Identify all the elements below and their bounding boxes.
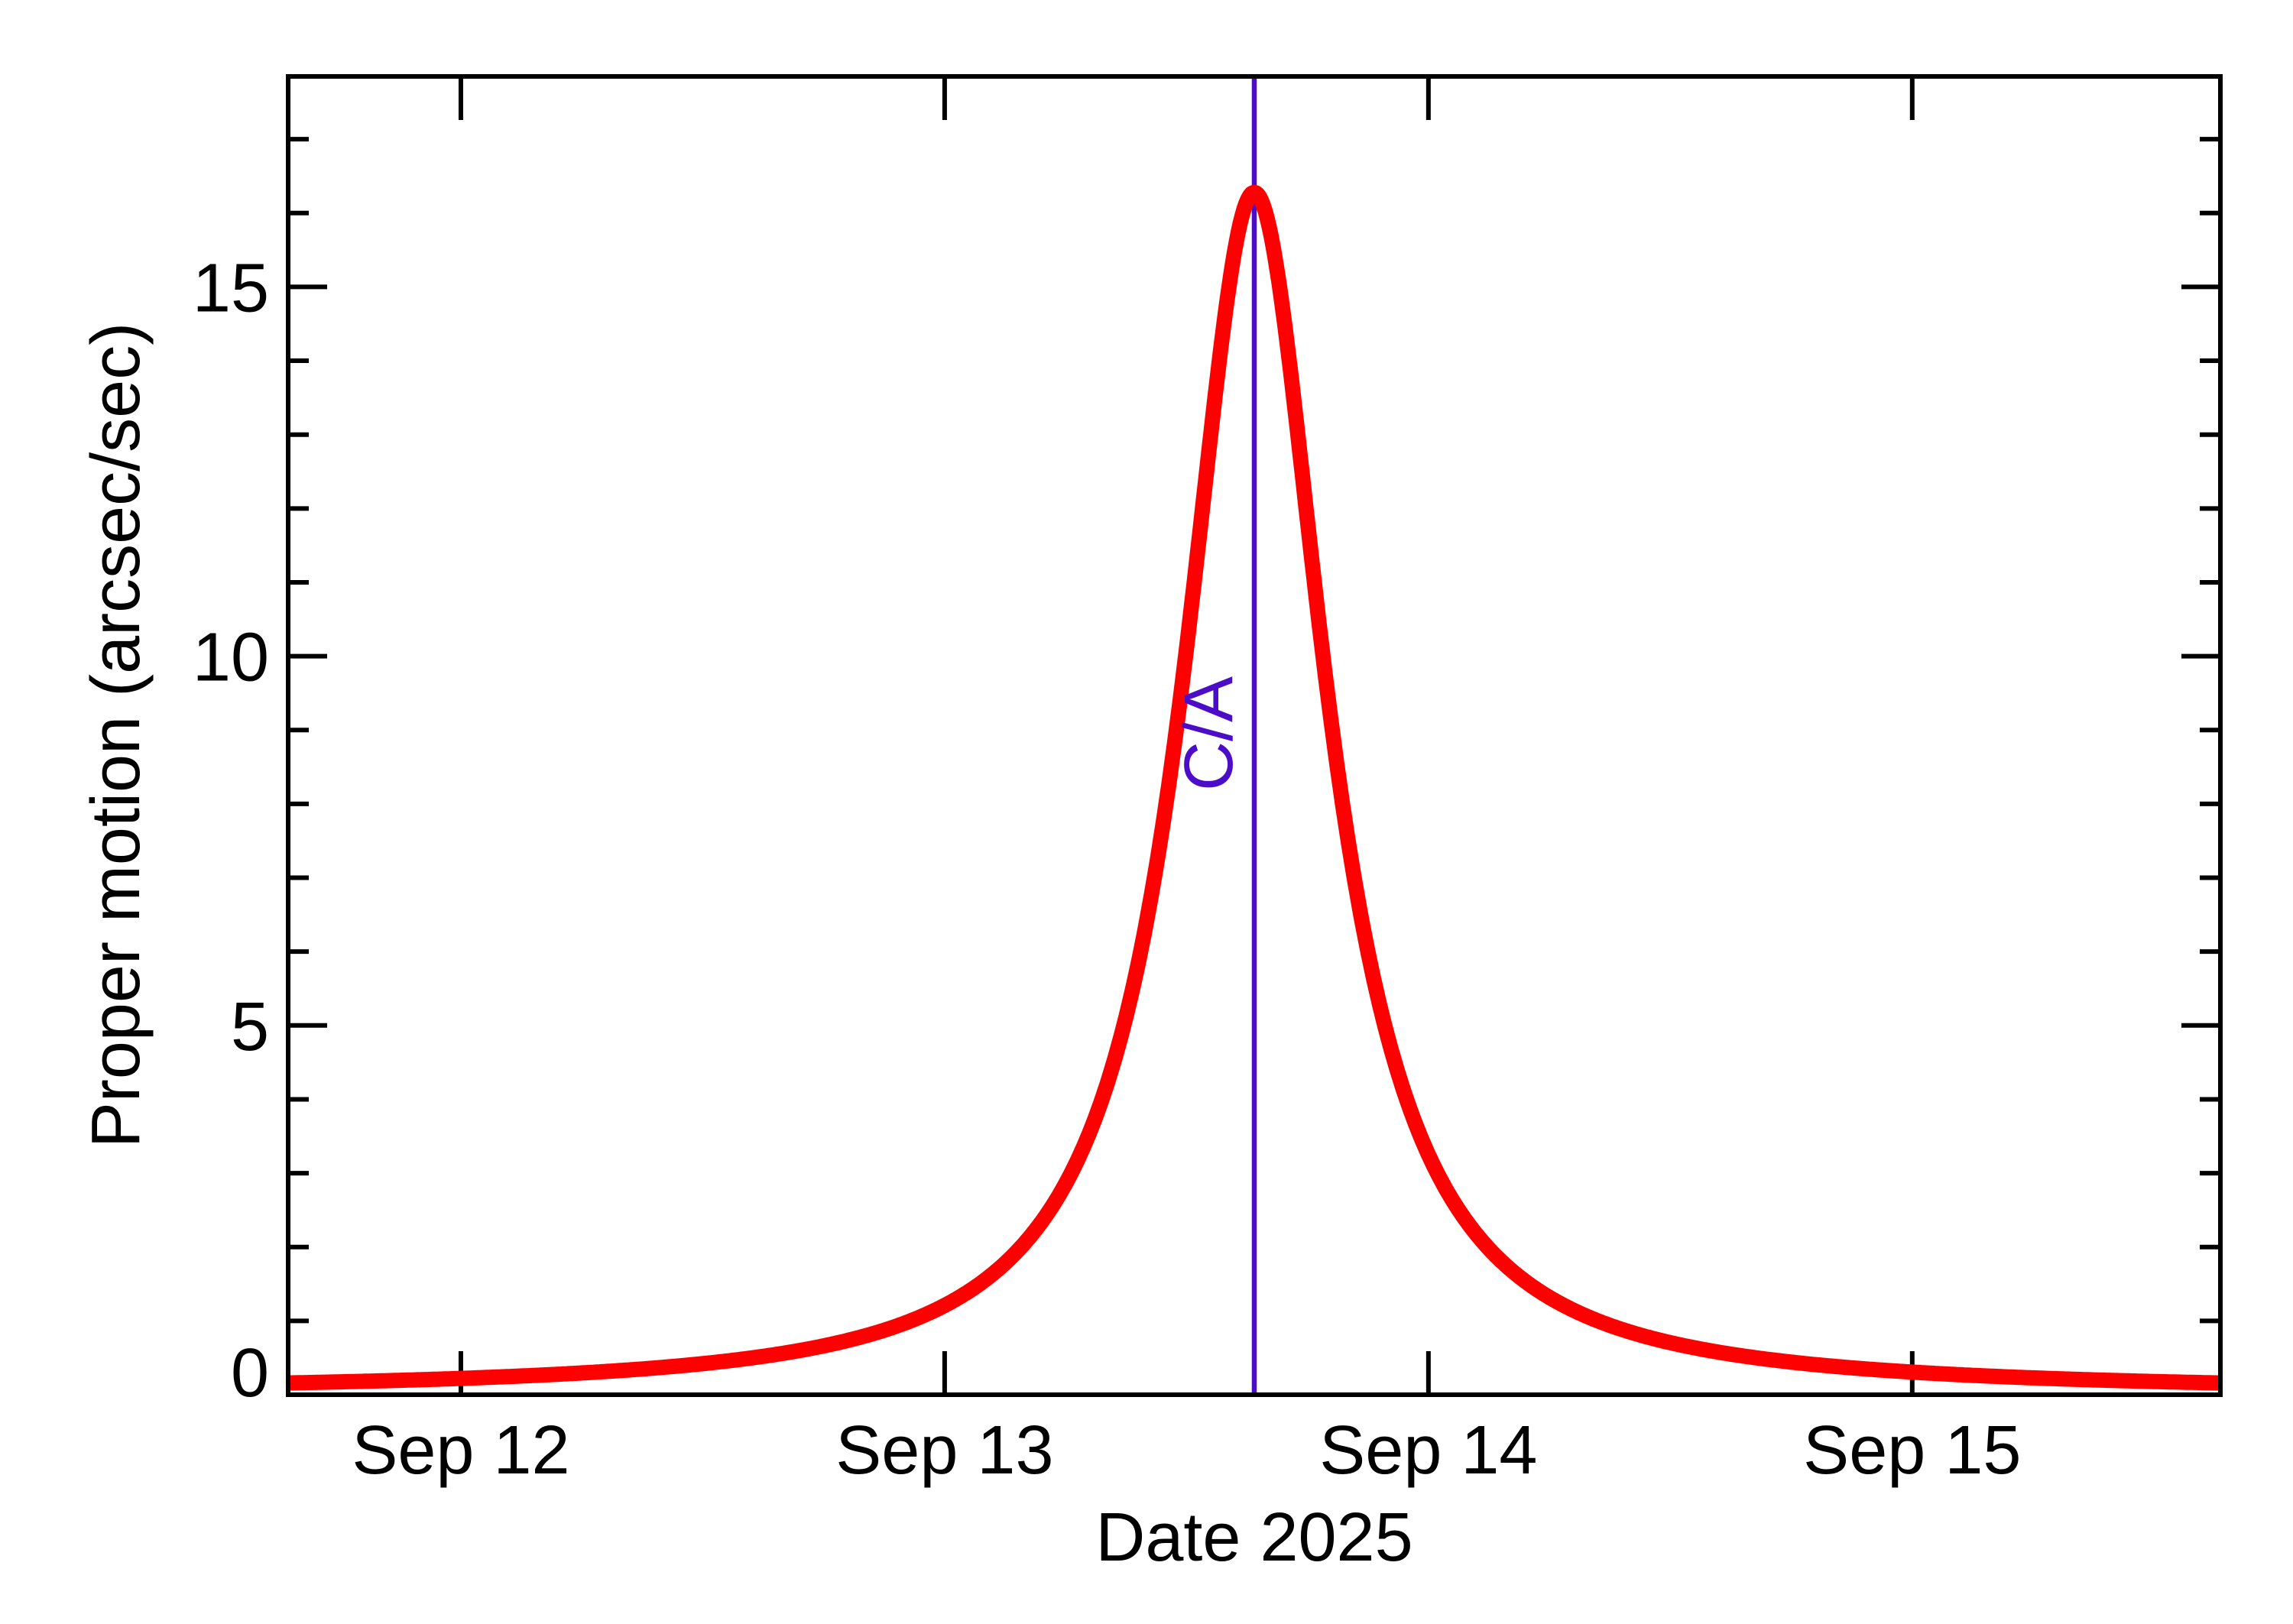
plot-frame: [286, 74, 2223, 1397]
proper-motion-curve: [282, 184, 2226, 1391]
x-tick-label: Sep 14: [1319, 1412, 1537, 1489]
x-axis-label: Date 2025: [1095, 1499, 1412, 1576]
y-tick-label: 5: [231, 989, 269, 1065]
chart-dynamic-layer: Sep 12 Sep 13 Sep 14 Sep 15 0 5 10 15: [193, 76, 2226, 1489]
y-tick-label: 0: [231, 1335, 269, 1412]
y-tick-label: 15: [193, 250, 269, 326]
x-tick-label: Sep 15: [1803, 1412, 2021, 1489]
y-axis-label: Proper motion (arcsec/sec): [78, 323, 154, 1148]
x-tick-label: Sep 12: [352, 1412, 569, 1489]
y-tick-label: 10: [193, 620, 269, 696]
closest-approach-label: C/A: [1171, 676, 1247, 791]
x-tick-label: Sep 13: [835, 1412, 1053, 1489]
